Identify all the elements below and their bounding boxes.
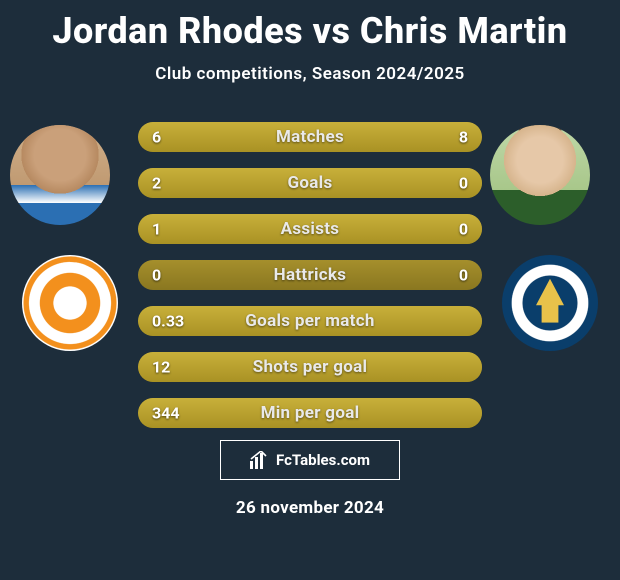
stat-value-left: 6 — [152, 128, 161, 147]
stat-label: Shots per goal — [253, 357, 368, 377]
club-left-crest — [22, 255, 118, 351]
stat-value-left: 0 — [152, 266, 161, 285]
stat-value-left: 1 — [152, 220, 161, 239]
stat-label: Goals — [287, 173, 332, 193]
stat-label: Assists — [281, 219, 340, 239]
player-right-avatar — [490, 125, 590, 225]
stat-label: Min per goal — [261, 403, 360, 423]
stats-container: Matches68Goals20Assists10Hattricks00Goal… — [138, 122, 482, 444]
page-date: 26 november 2024 — [0, 498, 620, 518]
stat-value-right: 0 — [459, 174, 468, 193]
stat-value-left: 2 — [152, 174, 161, 193]
stat-value-right: 0 — [459, 220, 468, 239]
page-subtitle: Club competitions, Season 2024/2025 — [0, 64, 620, 84]
stat-row: Min per goal 344 — [138, 398, 482, 428]
stat-label: Matches — [276, 127, 344, 147]
stat-row: Matches 6 8 — [138, 122, 482, 152]
stat-value-right: 8 — [459, 128, 468, 147]
stat-label: Goals per match — [245, 311, 374, 331]
club-right-crest — [502, 255, 598, 351]
stat-row: Hattricks 0 0 — [138, 260, 482, 290]
brand-name: FcTables.com — [276, 451, 370, 469]
stat-row: Goals 2 0 — [138, 168, 482, 198]
stat-row: Goals per match 0.33 — [138, 306, 482, 336]
stat-value-left: 0.33 — [152, 312, 184, 331]
page-title: Jordan Rhodes vs Chris Martin — [0, 0, 620, 52]
stat-value-left: 12 — [152, 358, 170, 377]
brand-badge: FcTables.com — [220, 440, 400, 480]
stat-value-right: 0 — [459, 266, 468, 285]
stat-value-left: 344 — [152, 404, 180, 423]
player-left-avatar — [10, 125, 110, 225]
stat-label: Hattricks — [274, 265, 347, 285]
stat-row: Shots per goal 12 — [138, 352, 482, 382]
chart-icon — [250, 451, 270, 469]
stat-row: Assists 1 0 — [138, 214, 482, 244]
